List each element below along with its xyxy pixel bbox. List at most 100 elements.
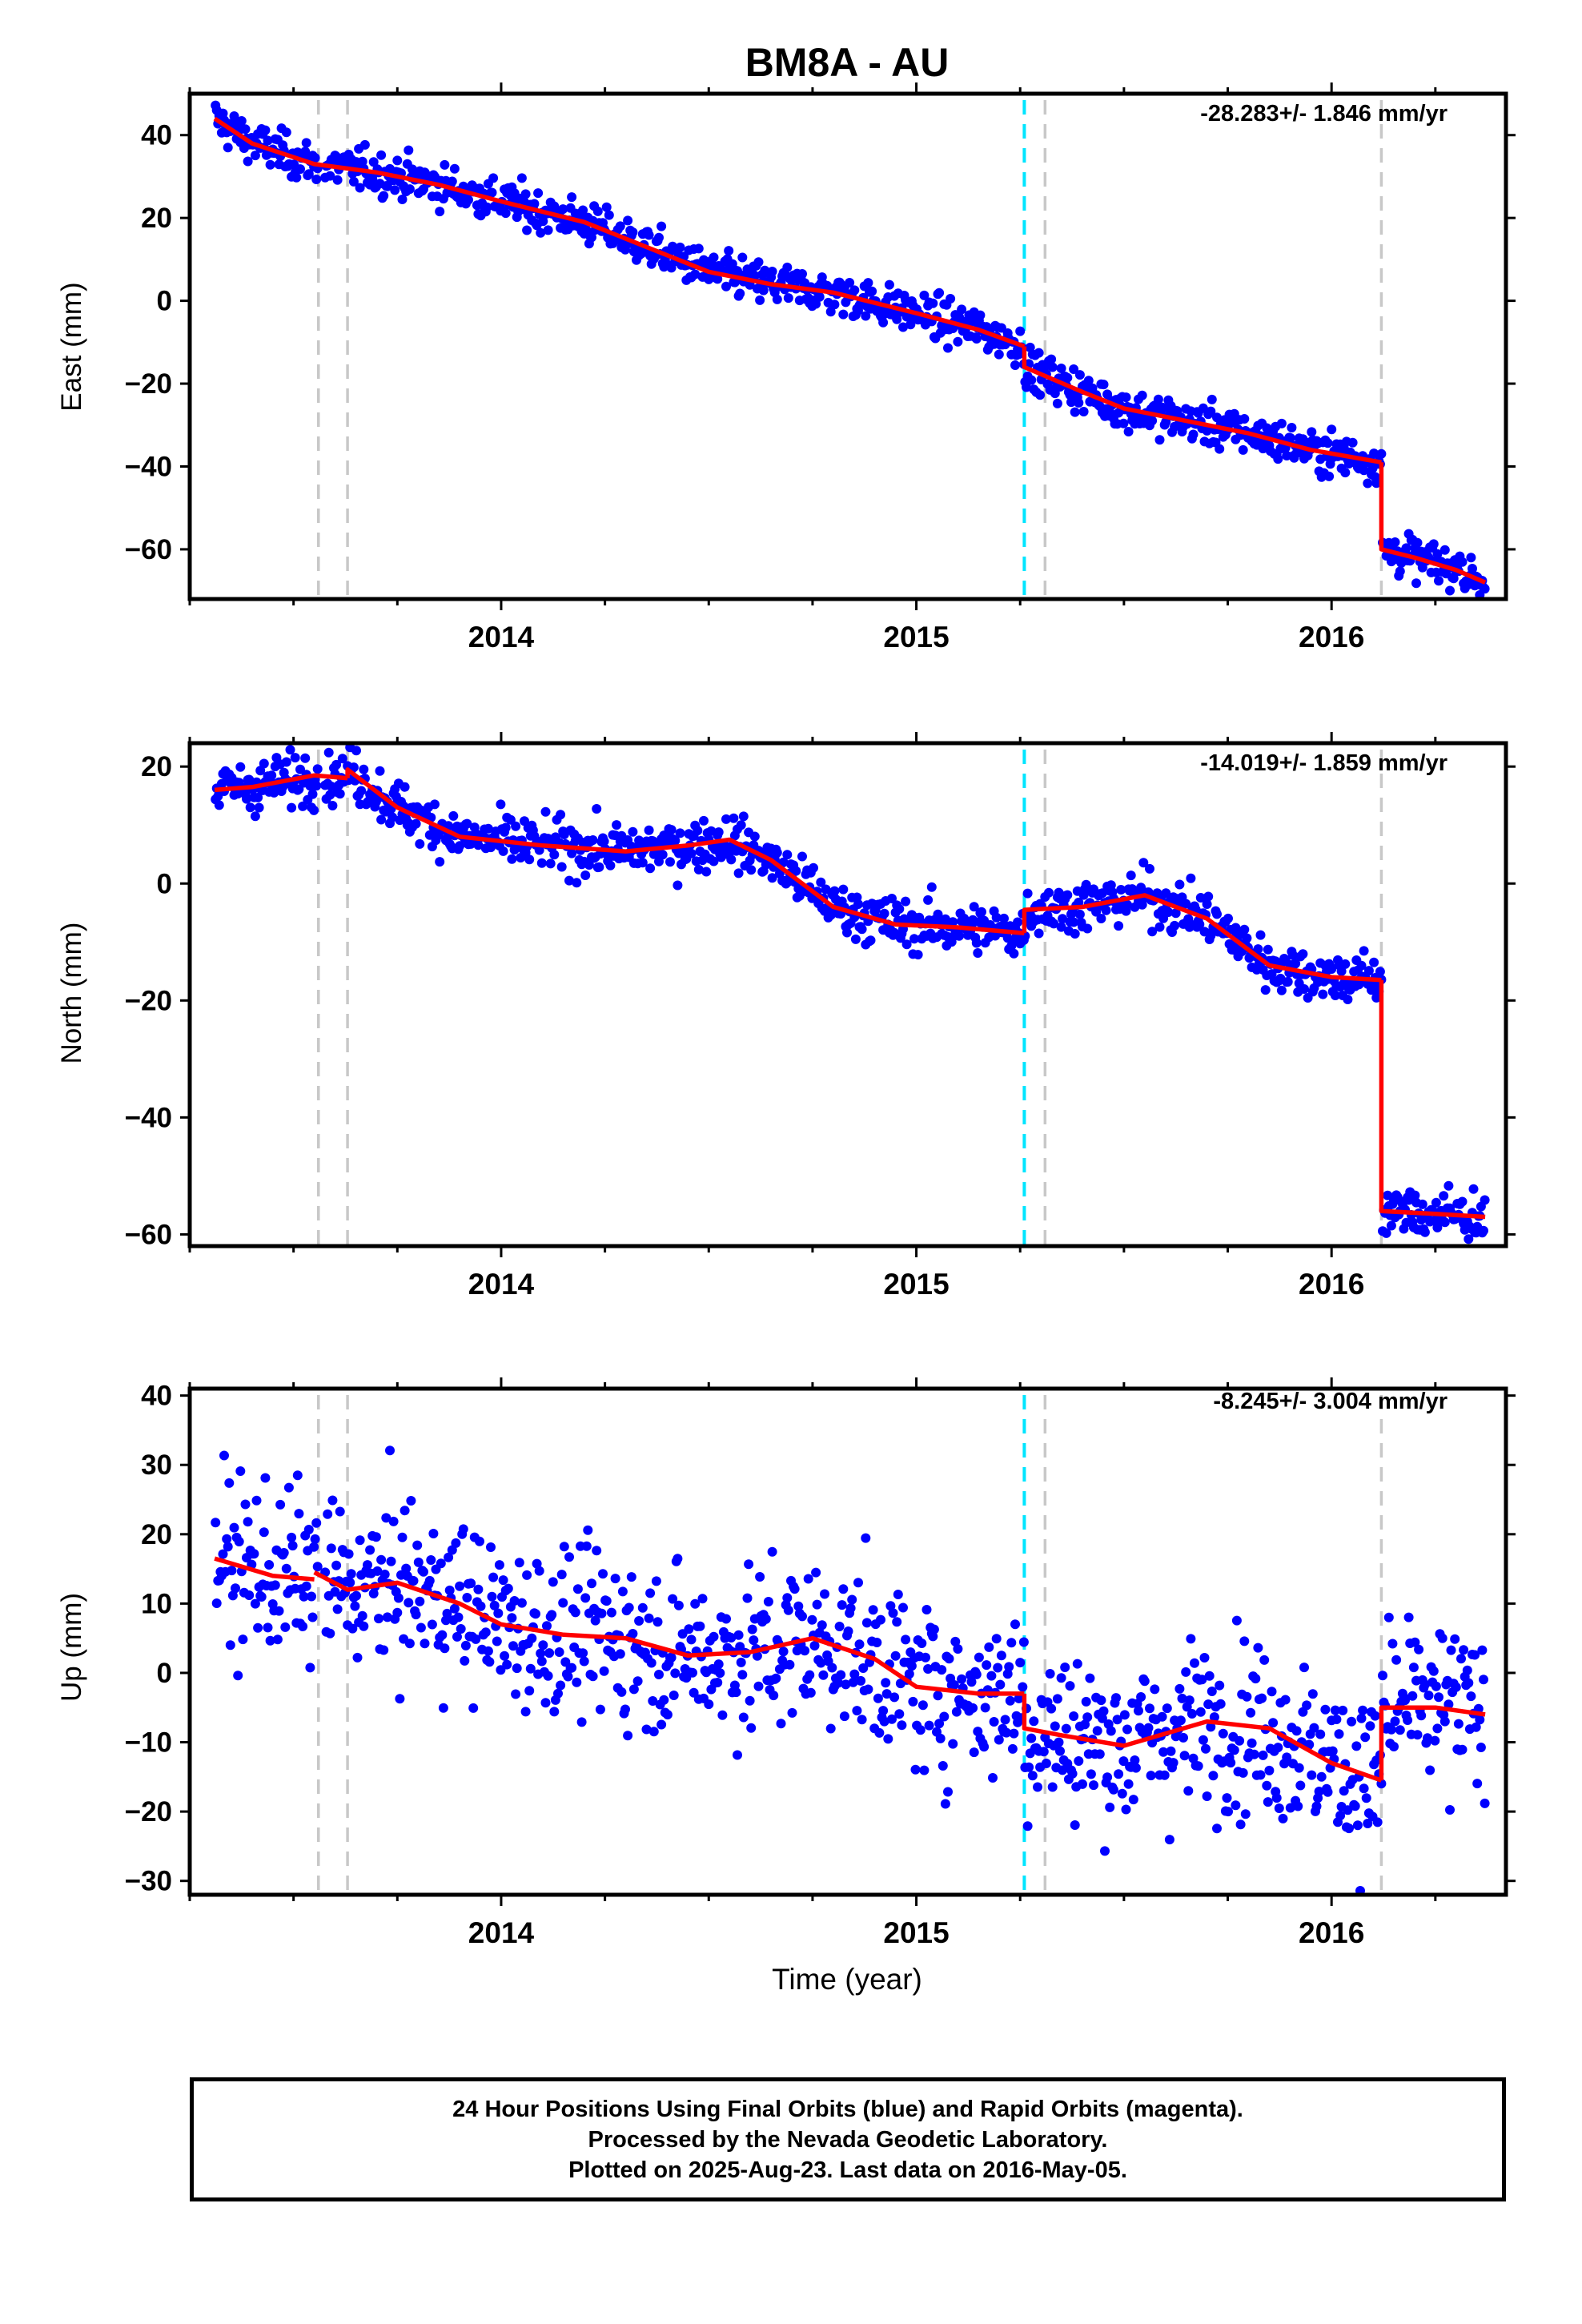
- data-point: [761, 1614, 771, 1624]
- data-point: [581, 1541, 592, 1551]
- data-point: [977, 907, 986, 917]
- data-point: [440, 159, 450, 170]
- data-point: [483, 823, 493, 834]
- data-point: [986, 1671, 997, 1681]
- data-point: [980, 1703, 990, 1713]
- data-point: [1018, 1682, 1028, 1692]
- data-point: [1047, 1782, 1058, 1792]
- plot-frame: [187, 741, 1508, 1248]
- data-point: [260, 1473, 271, 1483]
- data-point: [644, 230, 654, 240]
- data-point: [500, 208, 511, 219]
- data-point: [1089, 1780, 1098, 1791]
- data-point: [376, 1554, 387, 1565]
- data-point: [666, 825, 677, 835]
- data-point: [709, 1631, 719, 1642]
- data-point: [853, 899, 863, 909]
- data-point: [382, 1612, 392, 1622]
- data-point: [579, 1656, 589, 1667]
- data-point: [1255, 930, 1266, 940]
- data-point: [1360, 1732, 1371, 1743]
- data-point: [668, 1594, 678, 1604]
- data-point: [295, 164, 305, 175]
- data-point: [280, 1622, 291, 1632]
- data-point: [549, 1707, 560, 1717]
- data-point: [1158, 1747, 1169, 1757]
- data-point: [881, 1689, 892, 1699]
- east-panel: 40 20 0 −20 −40 −60 2014 2015 2016 East (mm) -28…: [56, 82, 1516, 653]
- data-point: [616, 1687, 627, 1697]
- data-point: [857, 1715, 867, 1725]
- data-point: [1174, 1683, 1185, 1694]
- data-point: [1235, 1819, 1246, 1830]
- data-point: [1464, 1234, 1474, 1244]
- data-point: [693, 826, 703, 836]
- data-point: [848, 1677, 858, 1687]
- data-point: [944, 1654, 954, 1664]
- data-point: [1186, 873, 1196, 883]
- data-point: [951, 1707, 962, 1717]
- data-point: [598, 1569, 608, 1579]
- data-point: [783, 1605, 793, 1615]
- data-point: [623, 215, 633, 226]
- data-point: [583, 1525, 593, 1535]
- data-point: [455, 1581, 465, 1591]
- data-point: [1208, 1771, 1219, 1781]
- data-point: [549, 850, 560, 860]
- data-point: [950, 1636, 961, 1647]
- data-point: [211, 1598, 222, 1608]
- data-point: [1430, 1735, 1440, 1746]
- data-point: [805, 1670, 815, 1680]
- data-point: [255, 766, 266, 776]
- data-point: [733, 1750, 742, 1760]
- data-point: [979, 1742, 990, 1752]
- data-point: [594, 862, 604, 872]
- data-point: [1400, 1695, 1410, 1706]
- data-point: [1111, 1693, 1121, 1703]
- data-point: [250, 1598, 260, 1609]
- data-point: [1047, 362, 1058, 372]
- data-point: [371, 1532, 381, 1542]
- data-point: [1359, 946, 1369, 956]
- data-point: [311, 175, 322, 184]
- data-point: [1343, 995, 1353, 1004]
- data-point: [1118, 1756, 1129, 1767]
- data-point: [747, 1624, 757, 1634]
- data-point: [1320, 1704, 1331, 1715]
- data-point: [721, 1614, 731, 1624]
- data-point: [940, 914, 950, 924]
- data-point: [1046, 1703, 1057, 1714]
- data-point: [245, 802, 255, 813]
- data-point: [1136, 1692, 1146, 1702]
- data-point: [928, 298, 938, 308]
- data-point: [564, 1552, 574, 1562]
- data-point: [473, 1584, 484, 1594]
- data-point: [913, 950, 923, 960]
- data-point: [690, 269, 701, 279]
- data-point: [1439, 1716, 1450, 1727]
- data-point: [865, 935, 876, 946]
- data-point: [1352, 1820, 1363, 1831]
- data-point: [1097, 1713, 1107, 1723]
- data-point: [1138, 858, 1149, 868]
- data-point: [854, 1639, 865, 1650]
- data-point: [834, 1622, 845, 1631]
- data-point: [686, 848, 697, 858]
- data-point: [648, 1727, 659, 1737]
- data-point: [578, 1648, 588, 1659]
- footer-line-1: 24 Hour Positions Using Final Orbits (bl…: [452, 2096, 1243, 2122]
- data-point: [1074, 370, 1085, 380]
- data-point: [397, 1532, 408, 1542]
- data-point: [543, 1671, 553, 1681]
- data-point: [778, 1647, 789, 1657]
- data-point: [1033, 1782, 1042, 1792]
- data-point: [1231, 923, 1241, 933]
- data-point: [966, 1677, 977, 1687]
- data-point: [1271, 956, 1281, 967]
- data-point: [393, 1593, 404, 1603]
- data-point: [279, 1548, 289, 1558]
- data-point: [556, 862, 567, 872]
- data-point: [1414, 1644, 1424, 1655]
- data-point: [259, 758, 269, 769]
- data-point: [229, 111, 239, 121]
